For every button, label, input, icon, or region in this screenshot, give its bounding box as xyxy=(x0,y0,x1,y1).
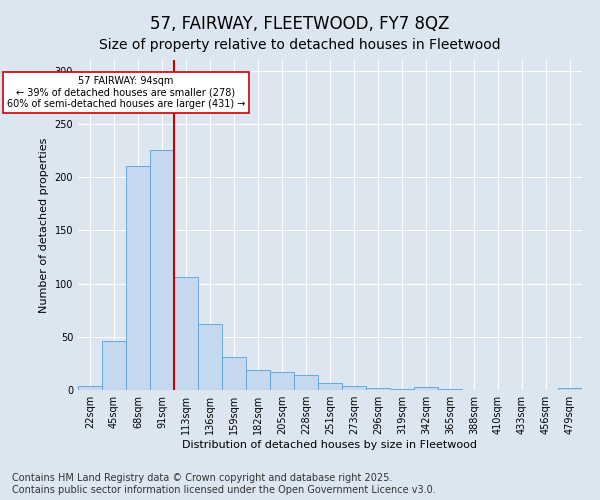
Bar xyxy=(198,324,222,390)
Text: 57, FAIRWAY, FLEETWOOD, FY7 8QZ: 57, FAIRWAY, FLEETWOOD, FY7 8QZ xyxy=(151,15,449,33)
Bar xyxy=(150,150,174,390)
Bar xyxy=(318,382,342,390)
Text: 57 FAIRWAY: 94sqm
← 39% of detached houses are smaller (278)
60% of semi-detache: 57 FAIRWAY: 94sqm ← 39% of detached hous… xyxy=(7,76,245,109)
Bar xyxy=(414,387,438,390)
Bar xyxy=(558,388,582,390)
Bar xyxy=(294,375,318,390)
Text: Contains HM Land Registry data © Crown copyright and database right 2025.
Contai: Contains HM Land Registry data © Crown c… xyxy=(12,474,436,495)
Bar xyxy=(78,386,102,390)
Bar xyxy=(438,389,462,390)
Bar xyxy=(222,357,246,390)
Bar xyxy=(246,370,270,390)
Bar xyxy=(126,166,150,390)
Bar xyxy=(102,341,126,390)
Bar xyxy=(270,372,294,390)
Bar xyxy=(342,386,366,390)
Text: Size of property relative to detached houses in Fleetwood: Size of property relative to detached ho… xyxy=(99,38,501,52)
Y-axis label: Number of detached properties: Number of detached properties xyxy=(39,138,49,312)
X-axis label: Distribution of detached houses by size in Fleetwood: Distribution of detached houses by size … xyxy=(182,440,478,450)
Bar xyxy=(390,389,414,390)
Bar xyxy=(174,277,198,390)
Bar xyxy=(366,388,390,390)
